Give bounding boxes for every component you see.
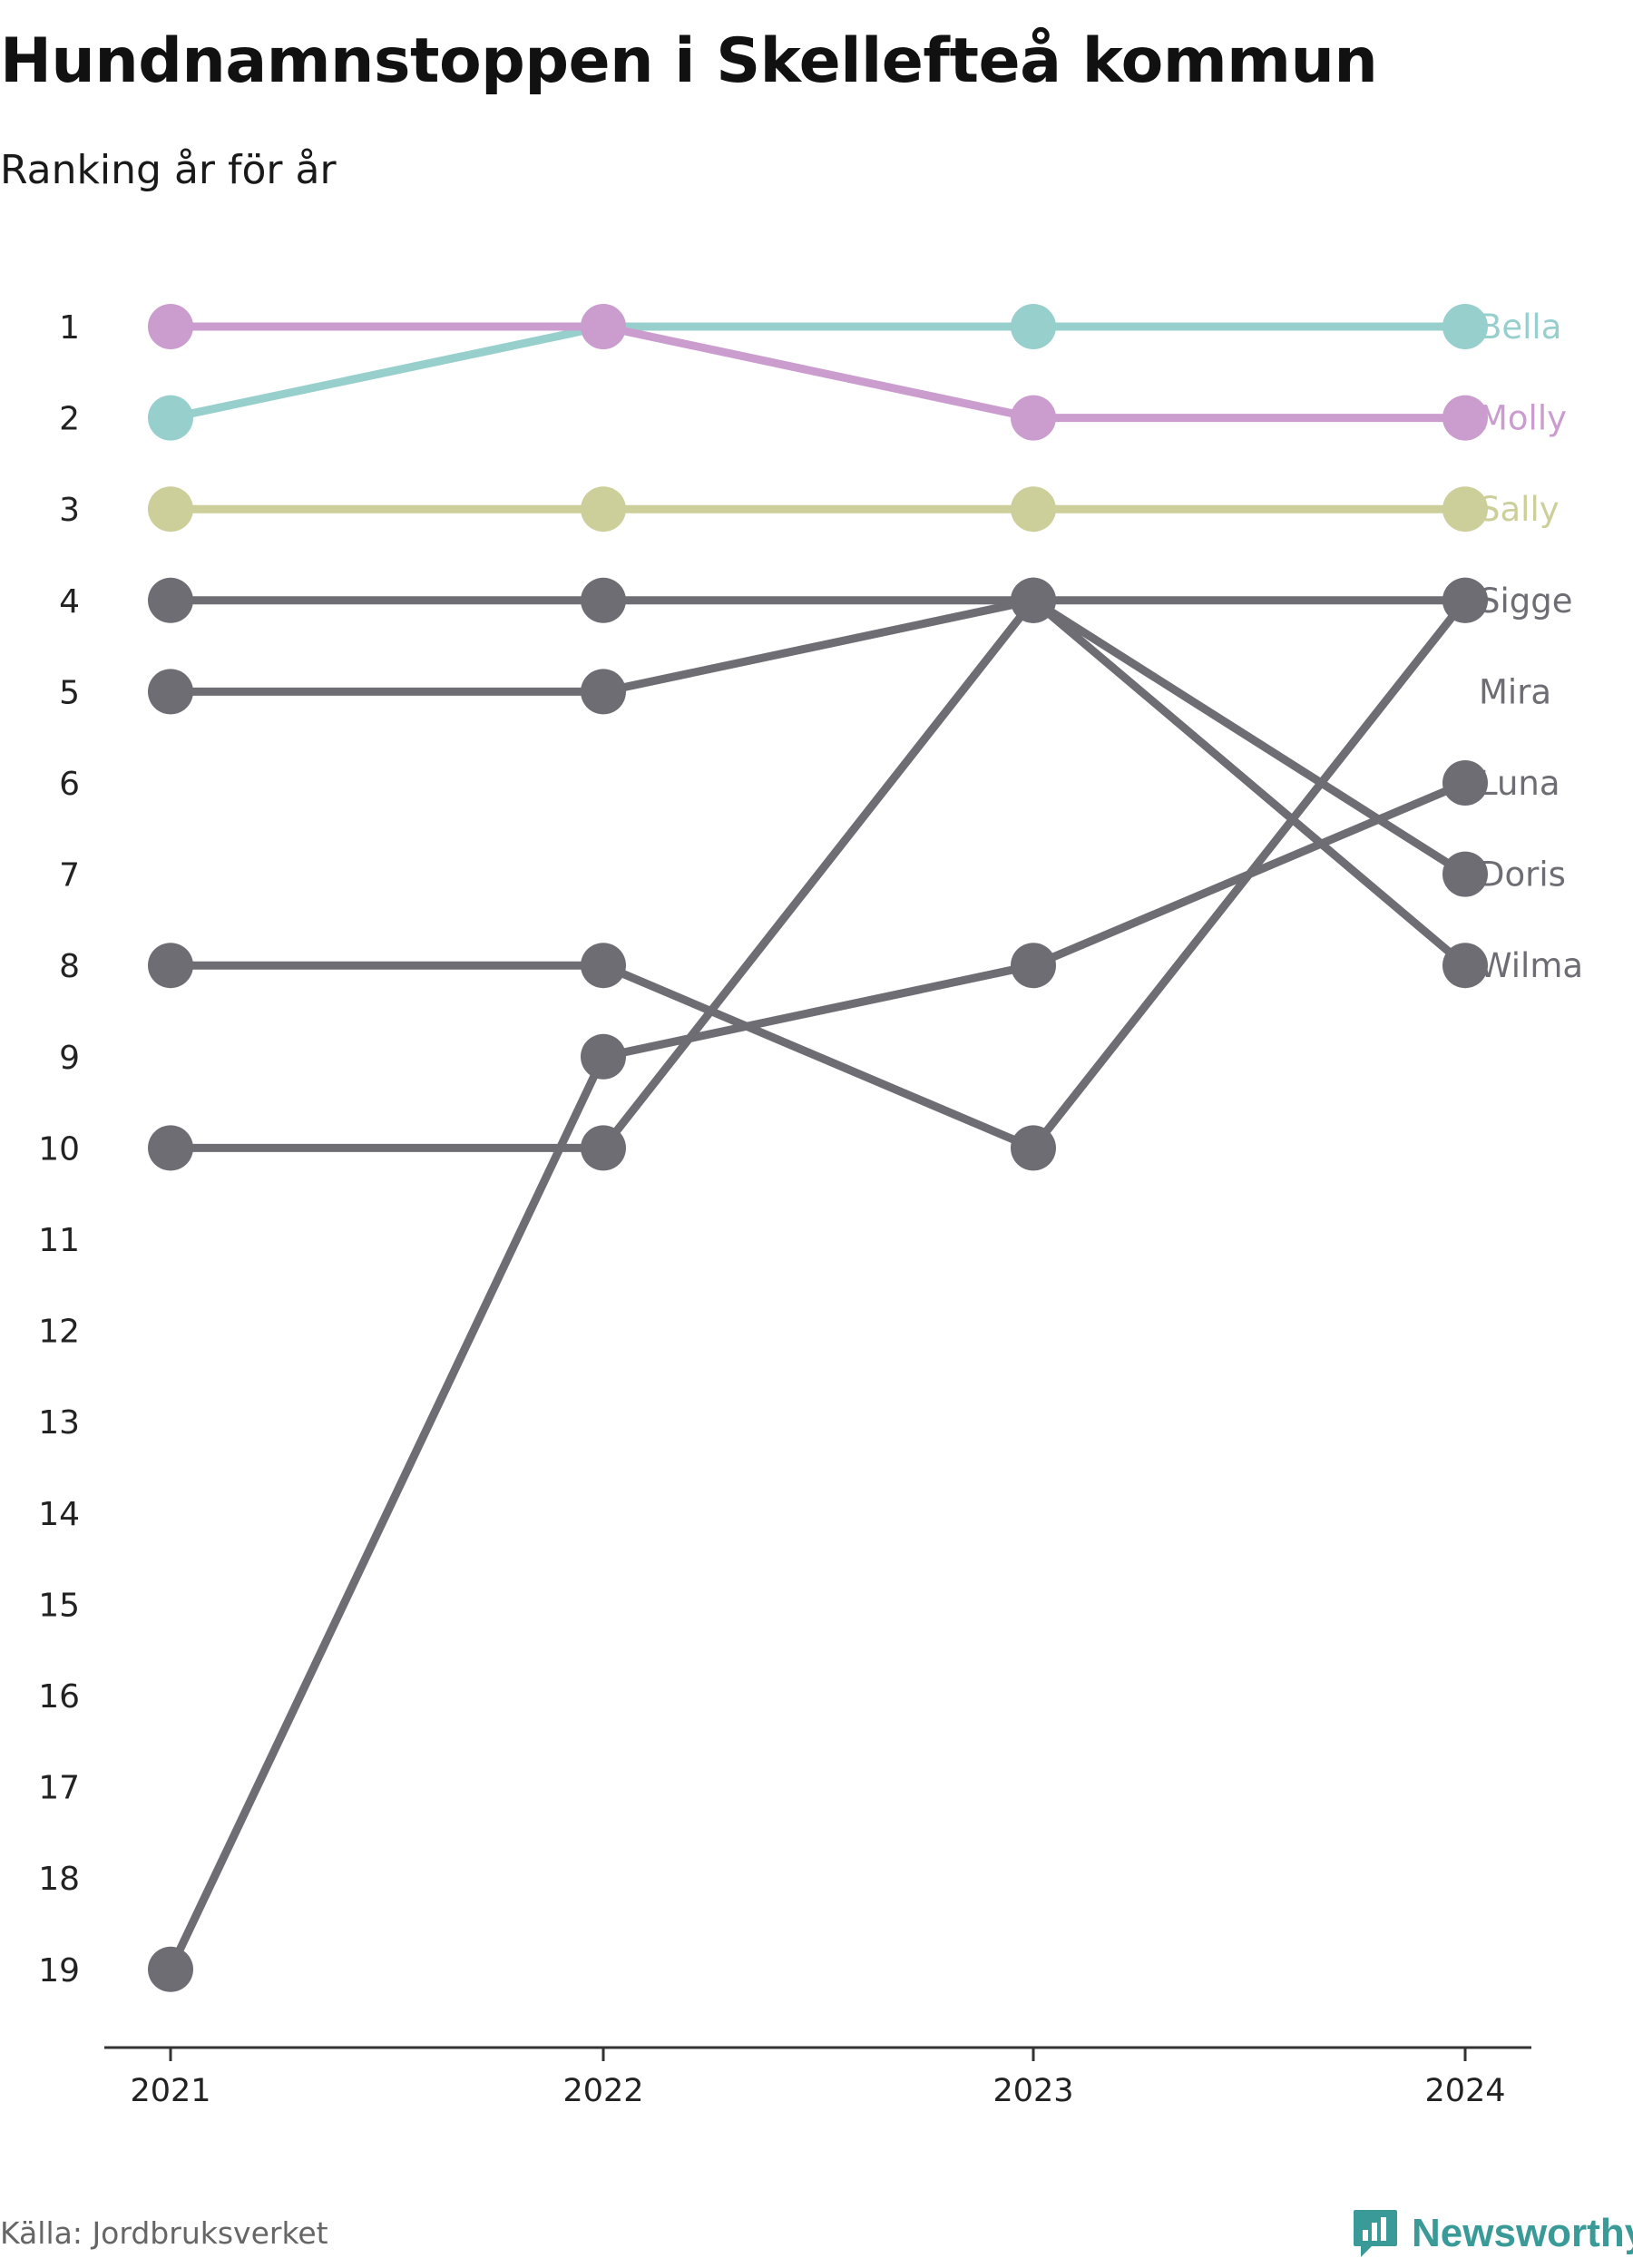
y-tick-label: 19 — [38, 1952, 80, 1989]
data-point — [581, 304, 626, 349]
series-lines — [166, 322, 1470, 1974]
data-point — [1442, 395, 1488, 441]
chart-title: Hundnamnstoppen i Skellefteå kommun — [0, 25, 1378, 97]
series-end-label: Wilma — [1479, 946, 1583, 985]
y-tick-label: 15 — [38, 1587, 80, 1624]
y-tick-label: 12 — [38, 1314, 80, 1351]
data-point — [1011, 395, 1056, 441]
data-point — [1442, 486, 1488, 533]
data-point — [148, 395, 193, 441]
end-labels: Bella Molly Sally Sigge Mira Luna Doris Wilma — [1479, 308, 1583, 985]
y-tick-label: 16 — [38, 1678, 80, 1716]
y-tick-label: 4 — [59, 583, 80, 621]
y-tick-label: 1 — [59, 309, 80, 347]
series-line — [166, 596, 1470, 879]
x-axis: 2021 2022 2023 2024 — [104, 2046, 1531, 2109]
data-point — [1442, 851, 1488, 897]
bar-chart-speech-icon — [1354, 2210, 1397, 2257]
data-point — [581, 1033, 626, 1080]
series-end-label: Sally — [1479, 490, 1560, 529]
y-tick-label: 14 — [38, 1496, 80, 1533]
series-line — [166, 596, 1470, 1152]
series-end-label: Molly — [1479, 399, 1567, 438]
series-end-label: Mira — [1479, 672, 1551, 711]
data-point — [148, 669, 193, 715]
series-end-label: Bella — [1479, 308, 1561, 347]
source-note: Källa: Jordbruksverket — [0, 2215, 328, 2251]
data-point — [581, 669, 626, 715]
data-point — [148, 943, 193, 989]
series-points — [148, 304, 1488, 1992]
y-tick-label: 7 — [59, 857, 80, 894]
data-point — [1442, 760, 1488, 806]
brand-name: Newsworthy — [1412, 2211, 1633, 2255]
data-point — [1011, 486, 1056, 533]
x-tick-label: 2022 — [562, 2073, 643, 2109]
data-point — [148, 577, 193, 623]
y-tick-label: 5 — [59, 674, 80, 711]
x-tick-label: 2021 — [130, 2073, 210, 2109]
y-tick-label: 6 — [59, 766, 80, 803]
y-tick-label: 18 — [38, 1861, 80, 1898]
series-end-label: Luna — [1479, 764, 1560, 803]
y-tick-label: 8 — [59, 948, 80, 985]
y-tick-label: 9 — [59, 1040, 80, 1077]
y-tick-label: 10 — [38, 1130, 80, 1168]
brand-logo[interactable]: Newsworthy — [1352, 2208, 1633, 2259]
data-point — [148, 486, 193, 533]
series-line — [166, 778, 1470, 1974]
x-tick-label: 2024 — [1424, 2073, 1505, 2109]
series-line — [166, 322, 1470, 423]
series-end-label: Sigge — [1479, 582, 1573, 621]
y-tick-label: 17 — [38, 1770, 80, 1807]
series-end-label: Doris — [1479, 855, 1566, 894]
data-point — [581, 943, 626, 989]
y-tick-label: 3 — [59, 492, 80, 529]
data-point — [1011, 943, 1056, 989]
data-point — [1442, 577, 1488, 623]
y-tick-label: 11 — [38, 1222, 80, 1259]
chart-subtitle: Ranking år för år — [0, 147, 337, 193]
x-tick-label: 2023 — [993, 2073, 1073, 2109]
data-point — [1011, 577, 1056, 623]
data-point — [1011, 304, 1056, 349]
data-point — [148, 1946, 193, 1992]
data-point — [581, 486, 626, 533]
data-point — [581, 577, 626, 623]
data-point — [1442, 943, 1488, 989]
series-line — [166, 322, 1470, 423]
series-line — [166, 596, 1470, 970]
data-point — [148, 304, 193, 349]
data-point — [1011, 1125, 1056, 1171]
data-point — [1442, 304, 1488, 349]
data-point — [148, 1125, 193, 1171]
data-point — [581, 1125, 626, 1171]
y-tick-label: 13 — [38, 1404, 80, 1442]
y-tick-label: 2 — [59, 401, 80, 438]
